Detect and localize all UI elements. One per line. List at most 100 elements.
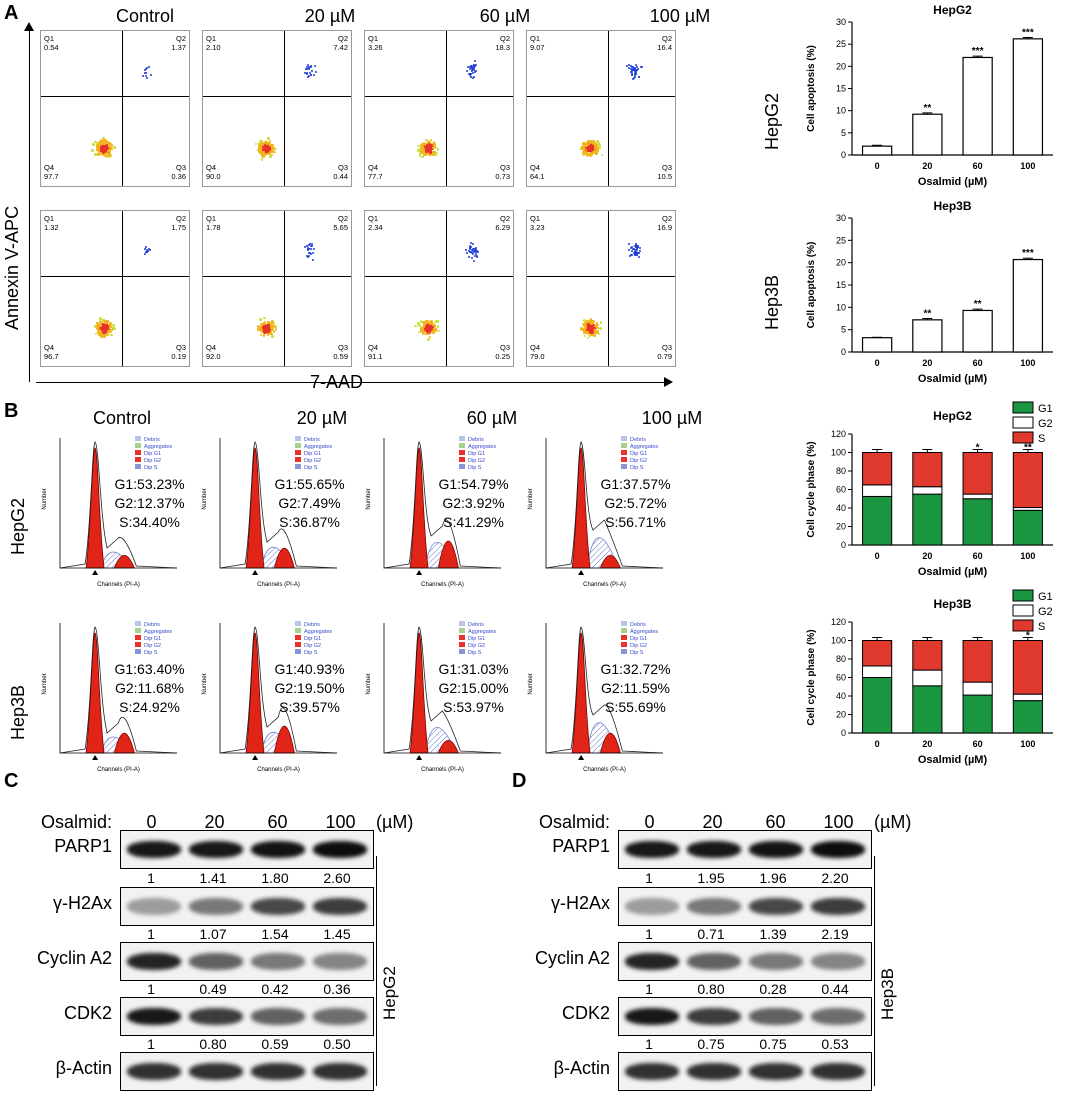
protein-band	[313, 841, 367, 858]
flow-event	[271, 148, 275, 151]
flow-event	[313, 65, 316, 68]
legend-label: Dip S	[144, 650, 158, 656]
protein-band	[749, 841, 803, 858]
band-quantification: 1	[147, 926, 155, 942]
flow-event	[599, 321, 603, 324]
flow-event	[585, 154, 589, 158]
flow-event	[589, 331, 593, 335]
legend-swatch	[295, 464, 301, 469]
protein-band	[749, 1063, 803, 1080]
flow-event	[431, 146, 435, 149]
quadrant-value: 3.26	[368, 43, 383, 52]
flow-event	[631, 250, 634, 253]
significance-mark: **	[1024, 443, 1032, 454]
flow-event	[426, 140, 430, 143]
flow-event	[591, 333, 594, 337]
legend-label: Debris	[468, 622, 484, 628]
protein-band	[313, 953, 367, 970]
quadrant-name: Q4	[368, 343, 379, 352]
flow-event	[418, 144, 421, 148]
flow-x-arrowhead	[664, 377, 673, 387]
quadrant-v-line	[122, 211, 123, 366]
quadrant-value: 92.0	[206, 352, 221, 361]
quadrant-name: Q3	[337, 163, 348, 172]
legend-swatch	[135, 436, 141, 441]
flow-event	[588, 334, 592, 338]
g1-peak	[409, 447, 429, 569]
envelope	[383, 626, 502, 754]
quadrant-value: 7.42	[333, 43, 348, 52]
chart-apoptosis-hepg2: HepG2 0 5 10 15 20 25 30 Cell apoptosis (%) Osalm…	[806, 3, 1053, 188]
flow-event	[309, 252, 312, 255]
flow-event	[587, 144, 591, 148]
flow-event	[101, 153, 105, 156]
flow-event	[104, 152, 108, 156]
histogram-ylabel: Number	[202, 488, 208, 509]
flow-event	[260, 146, 264, 150]
flow-event	[435, 151, 439, 155]
y-tick-label: 80	[836, 654, 846, 664]
flow-event	[146, 67, 149, 70]
legend-swatch	[621, 464, 627, 469]
flow-event	[436, 325, 440, 328]
flow-event	[262, 154, 265, 157]
band-quantification: 0.75	[697, 1036, 725, 1052]
flow-event	[582, 148, 586, 151]
flow-event	[434, 153, 437, 156]
stacked-bar-segment	[862, 640, 893, 667]
legend-label: Dip S	[630, 650, 644, 656]
legend-swatch	[1012, 604, 1034, 617]
flow-event	[473, 65, 476, 68]
flow-event	[425, 143, 429, 147]
x-tick-label: 100	[1020, 739, 1035, 749]
flow-event	[100, 335, 103, 338]
flow-event	[269, 322, 272, 325]
flow-event	[419, 328, 423, 331]
cycle-pct-line: G2:3.92%	[442, 495, 505, 511]
protein-band	[687, 841, 741, 858]
flow-event	[110, 144, 114, 147]
flow-event	[596, 331, 599, 335]
flow-event	[270, 320, 274, 323]
flow-event	[594, 143, 597, 146]
y-tick-label: 5	[841, 128, 846, 138]
x-axis-label: Osalmid (µM)	[918, 566, 988, 578]
flow-event	[470, 76, 473, 79]
flow-event	[473, 248, 476, 251]
flow-event	[430, 321, 434, 325]
flow-event	[632, 248, 635, 251]
stacked-bar-segment	[962, 452, 993, 495]
flow-event	[586, 330, 589, 334]
flow-event	[476, 255, 479, 258]
flow-event	[584, 321, 587, 325]
legend-swatch	[295, 635, 301, 640]
quadrant-name: Q2	[661, 34, 672, 43]
flow-event	[96, 324, 99, 328]
legend-label: Dip G2	[304, 458, 321, 464]
flow-event	[428, 329, 431, 333]
flow-event	[428, 143, 431, 147]
legend-swatch	[621, 649, 627, 654]
protein-band	[811, 1008, 865, 1025]
flow-event	[429, 324, 432, 327]
flow-event	[104, 140, 108, 143]
band-quantification: 0.71	[697, 926, 725, 942]
flow-event	[99, 317, 102, 320]
legend-swatch	[459, 649, 465, 654]
flow-event	[107, 152, 110, 156]
flow-event	[265, 145, 268, 149]
flow-event	[593, 326, 596, 330]
flow-event	[304, 245, 307, 248]
flow-event	[99, 326, 103, 330]
y-tick-label: 25	[836, 235, 846, 245]
cycle-pct-line: G1:37.57%	[600, 476, 671, 492]
quadrant-h-line	[527, 96, 675, 97]
legend-label: Debris	[630, 437, 646, 443]
flow-event	[259, 333, 263, 337]
flow-event	[418, 324, 422, 327]
flow-event	[581, 144, 585, 148]
flow-event	[113, 327, 116, 331]
legend-swatch	[295, 621, 301, 626]
flow-event	[428, 331, 432, 334]
flow-plot: Q1 0.54 Q2 1.37 Q3 0.36 Q4 97.7	[40, 30, 190, 187]
